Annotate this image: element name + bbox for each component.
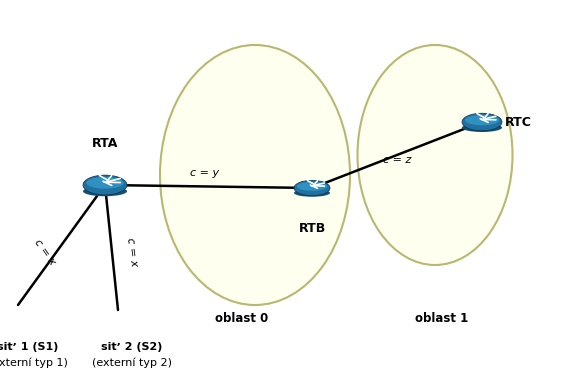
Text: c = y: c = y — [190, 168, 220, 178]
Text: sitʼ 2 (S2): sitʼ 2 (S2) — [102, 342, 163, 352]
Text: c = x: c = x — [32, 237, 58, 267]
Text: sitʼ 1 (S1): sitʼ 1 (S1) — [0, 342, 59, 352]
Text: RTB: RTB — [298, 222, 325, 235]
Ellipse shape — [294, 180, 330, 196]
Ellipse shape — [294, 189, 330, 197]
Ellipse shape — [358, 45, 512, 265]
Text: c = z: c = z — [383, 155, 411, 165]
Ellipse shape — [297, 182, 327, 191]
Ellipse shape — [160, 45, 350, 305]
Ellipse shape — [83, 175, 127, 195]
Ellipse shape — [87, 177, 123, 189]
Text: oblast 0: oblast 0 — [215, 312, 269, 325]
Text: (externí typ 1): (externí typ 1) — [0, 358, 68, 369]
Text: RTC: RTC — [505, 115, 532, 128]
Ellipse shape — [462, 123, 502, 132]
Text: (externí typ 2): (externí typ 2) — [92, 358, 172, 369]
Text: RTA: RTA — [92, 137, 118, 150]
Text: c = x: c = x — [125, 237, 139, 267]
Ellipse shape — [465, 115, 499, 125]
Ellipse shape — [83, 186, 127, 196]
Ellipse shape — [462, 113, 502, 131]
Text: oblast 1: oblast 1 — [415, 312, 469, 325]
